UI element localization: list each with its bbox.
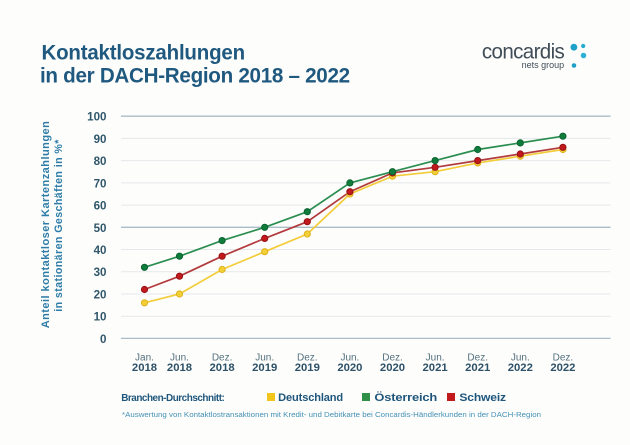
- svg-text:2021: 2021: [465, 362, 490, 374]
- svg-text:2019: 2019: [295, 362, 320, 374]
- svg-text:in der DACH-Region 2018 – 2022: in der DACH-Region 2018 – 2022: [40, 64, 350, 87]
- svg-text:Dez.: Dez.: [382, 353, 403, 364]
- svg-text:2019: 2019: [252, 362, 277, 374]
- svg-text:100: 100: [87, 111, 106, 124]
- svg-text:nets group: nets group: [522, 60, 565, 70]
- svg-text:Dez.: Dez.: [212, 353, 233, 364]
- svg-text:0: 0: [100, 333, 106, 346]
- svg-text:40: 40: [94, 244, 107, 257]
- svg-text:Jan.: Jan.: [135, 353, 154, 364]
- svg-text:Dez.: Dez.: [297, 353, 318, 364]
- svg-text:20: 20: [94, 288, 107, 301]
- svg-text:Jun.: Jun.: [511, 353, 530, 364]
- svg-text:2018: 2018: [210, 362, 235, 374]
- svg-text:Jun.: Jun.: [255, 353, 274, 364]
- svg-text:50: 50: [94, 222, 107, 235]
- svg-text:2022: 2022: [508, 362, 533, 374]
- svg-text:30: 30: [94, 266, 107, 279]
- svg-text:Branchen-Durchschnitt:: Branchen-Durchschnitt:: [121, 392, 224, 404]
- svg-text:10: 10: [94, 311, 107, 324]
- svg-text:2020: 2020: [380, 362, 405, 374]
- svg-text:Deutschland: Deutschland: [278, 392, 343, 404]
- svg-text:90: 90: [94, 133, 107, 146]
- svg-text:Jun.: Jun.: [170, 353, 189, 364]
- svg-text:2021: 2021: [423, 362, 448, 374]
- svg-text:2020: 2020: [337, 362, 362, 374]
- svg-text:2018: 2018: [132, 362, 157, 374]
- svg-text:60: 60: [94, 200, 107, 213]
- svg-text:80: 80: [94, 155, 107, 168]
- svg-text:Jun.: Jun.: [426, 353, 445, 364]
- svg-text:70: 70: [94, 177, 107, 190]
- svg-text:Kontaktloszahlungen: Kontaktloszahlungen: [42, 41, 245, 64]
- svg-text:Jun.: Jun.: [340, 353, 359, 364]
- svg-text:Dez.: Dez.: [467, 353, 488, 364]
- svg-text:*Auswertung von Kontaktlostran: *Auswertung von Kontaktlostransaktionen …: [122, 410, 541, 419]
- svg-text:concardis: concardis: [482, 41, 564, 64]
- svg-text:Schweiz: Schweiz: [459, 392, 506, 404]
- svg-text:Anteil kontaktloser Kartenzahl: Anteil kontaktloser Kartenzahlungen: [40, 121, 52, 329]
- svg-text:Dez.: Dez.: [553, 353, 574, 364]
- svg-text:2018: 2018: [167, 362, 192, 374]
- svg-text:2022: 2022: [550, 362, 575, 374]
- svg-text:in stationären Geschäften in %: in stationären Geschäften in %*: [53, 139, 65, 312]
- svg-text:Österreich: Österreich: [374, 391, 437, 404]
